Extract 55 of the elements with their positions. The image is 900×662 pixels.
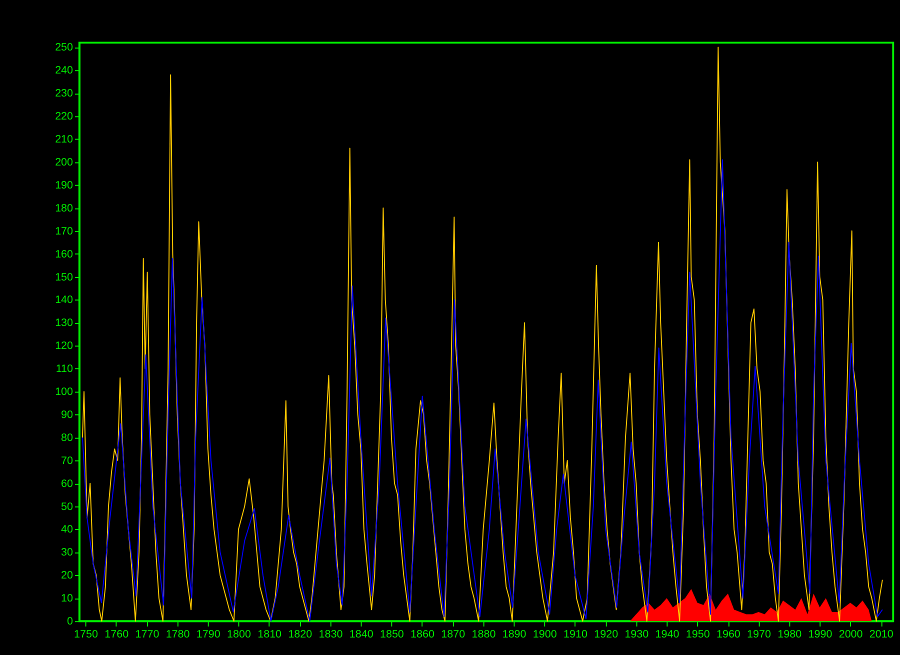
x-tick-label: 1880 (472, 628, 496, 640)
y-tick-label: 20 (61, 570, 74, 582)
x-tick-label: 2000 (838, 628, 863, 640)
x-tick-label: 1790 (196, 628, 220, 640)
y-tick-label: 160 (55, 248, 74, 260)
y-tick-label: 200 (55, 156, 74, 168)
y-tick-label: 120 (55, 340, 74, 352)
line-series (82, 159, 883, 622)
x-tick-label: 1800 (227, 628, 251, 640)
x-tick-label: 1860 (410, 628, 435, 640)
y-tick-label: 130 (55, 317, 74, 330)
x-tick-label: 1920 (594, 628, 618, 640)
x-tick-label: 1910 (564, 628, 588, 640)
x-tick-label: 1840 (349, 628, 374, 640)
y-tick-label: 140 (55, 294, 74, 306)
y-tick-label: 190 (55, 179, 74, 192)
x-tick-label: 1810 (258, 628, 282, 640)
x-tick-label: 1850 (380, 628, 404, 640)
x-tick-label: 1750 (74, 628, 98, 640)
line-series (82, 46, 883, 622)
y-tick-label: 180 (55, 202, 74, 214)
x-tick-label: 1930 (624, 628, 649, 640)
x-tick-label: 1900 (532, 628, 557, 640)
y-tick-label: 150 (55, 271, 74, 284)
y-tick-label: 110 (56, 363, 74, 376)
x-tick-label: 1890 (502, 628, 526, 640)
x-tick-label: 1770 (135, 628, 160, 640)
y-tick-label: 100 (55, 386, 74, 398)
y-tick-label: 40 (61, 524, 74, 536)
y-tick-label: 80 (61, 432, 74, 444)
x-tick-label: 2010 (869, 628, 894, 640)
y-tick-label: 230 (55, 88, 74, 100)
y-tick-label: 50 (61, 500, 74, 513)
y-tick-label: 60 (61, 478, 74, 490)
x-tick-label: 1940 (655, 628, 680, 640)
x-tick-label: 1760 (104, 628, 129, 640)
y-tick-label: 170 (55, 225, 74, 238)
x-tick-label: 1990 (808, 628, 832, 640)
y-tick-label: 0 (67, 616, 74, 628)
y-tick-label: 70 (61, 454, 74, 467)
x-tick-label: 1970 (747, 628, 772, 640)
x-tick-label: 1980 (778, 628, 802, 640)
x-tick-label: 1870 (441, 628, 466, 640)
x-tick-label: 1960 (716, 628, 740, 640)
y-tick-label: 90 (61, 408, 74, 421)
x-tick-label: 1820 (288, 628, 312, 640)
x-tick-label: 1780 (166, 628, 190, 640)
y-tick-label: 220 (55, 110, 74, 123)
x-tick-label: 1950 (686, 628, 710, 640)
y-tick-label: 10 (61, 592, 74, 605)
y-tick-label: 240 (55, 64, 74, 77)
y-tick-label: 210 (55, 134, 74, 146)
y-tick-label: 250 (55, 42, 74, 54)
x-tick-label: 1830 (318, 628, 343, 640)
y-tick-label: 30 (61, 546, 74, 559)
